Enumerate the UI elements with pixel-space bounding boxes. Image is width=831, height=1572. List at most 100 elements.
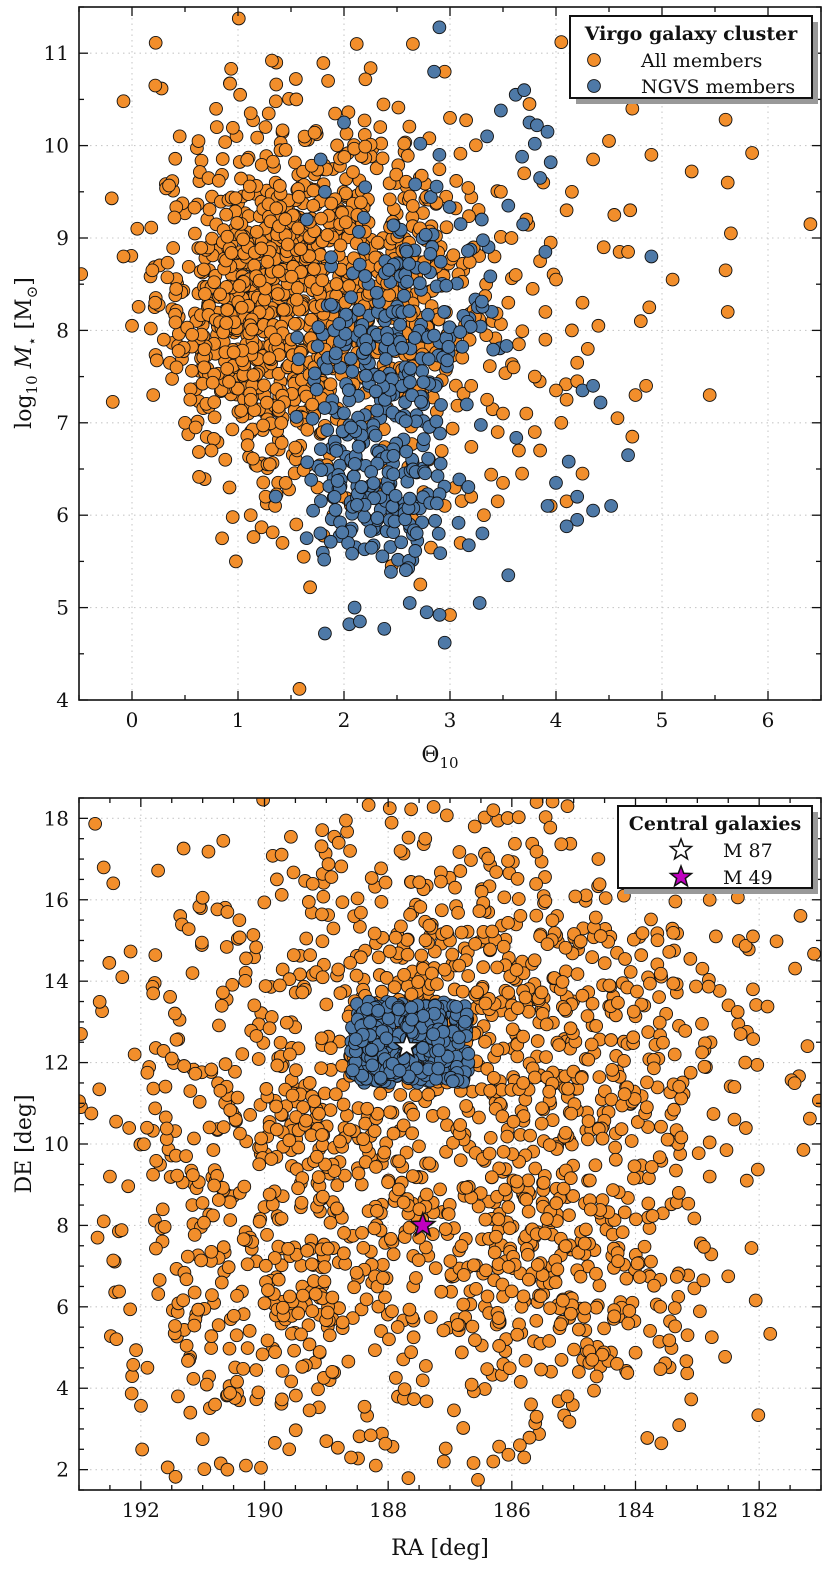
ngvs-member-point	[428, 514, 442, 528]
ngvs-member-point	[483, 269, 498, 284]
all-members-point	[307, 125, 322, 140]
all-members-point	[439, 220, 454, 235]
ngvs-member-point	[416, 375, 431, 390]
all-members-point	[672, 1418, 687, 1432]
y-axis-label: DE [deg]	[12, 1094, 37, 1193]
all-members-point	[500, 1129, 515, 1144]
all-members-point	[79, 1094, 86, 1109]
ngvs-member-point	[341, 383, 356, 398]
all-members-point	[452, 845, 467, 859]
all-members-point	[733, 1027, 748, 1041]
all-members-point	[127, 1047, 142, 1062]
all-members-point	[265, 442, 279, 457]
all-members-point	[750, 1162, 765, 1177]
all-members-point	[323, 377, 338, 392]
all-members-point	[642, 1171, 656, 1185]
all-members-point	[434, 874, 448, 889]
all-members-point	[464, 440, 479, 454]
ngvs-member-point	[430, 496, 444, 511]
ngvs-member-point	[358, 180, 373, 195]
y-tick-label: 4	[56, 688, 69, 712]
all-members-point	[587, 1383, 601, 1398]
all-members-point	[501, 985, 516, 1000]
ngvs-member-point	[365, 1058, 380, 1073]
all-members-point	[454, 925, 469, 940]
all-members-point	[143, 321, 158, 336]
ngvs-member-point	[324, 297, 338, 312]
all-members-point	[126, 1357, 141, 1372]
all-members-point	[115, 970, 130, 984]
all-members-point	[289, 92, 304, 107]
all-members-point	[483, 1130, 498, 1145]
all-members-point	[625, 429, 640, 444]
x-tick-label: 0	[126, 708, 139, 732]
all-members-point	[315, 823, 330, 837]
all-members-point	[283, 1047, 297, 1062]
ngvs-member-point	[351, 439, 366, 454]
all-members-point	[573, 1269, 588, 1284]
ngvs-member-point	[417, 261, 432, 275]
all-members-point	[222, 480, 237, 495]
ngvs-member-point	[338, 327, 353, 341]
all-members-point	[643, 976, 657, 991]
ngvs-member-point	[348, 457, 362, 471]
all-members-point	[325, 1364, 340, 1379]
all-members-point	[527, 369, 542, 384]
all-members-point	[678, 1024, 693, 1038]
all-members-point	[527, 425, 542, 439]
all-members-point	[285, 1088, 300, 1103]
all-members-point	[249, 1029, 264, 1043]
all-members-point	[255, 1347, 270, 1362]
all-members-point	[411, 975, 425, 989]
all-members-point	[423, 1310, 438, 1325]
all-members-point	[204, 1341, 219, 1355]
ngvs-member-point	[344, 290, 358, 305]
all-members-point	[338, 215, 353, 230]
all-members-point	[337, 150, 352, 164]
ngvs-member-point	[453, 325, 467, 339]
all-members-point	[585, 950, 600, 964]
all-members-point	[397, 968, 411, 982]
ngvs-member-point	[458, 1014, 472, 1029]
all-members-point	[215, 152, 230, 166]
ngvs-member-point	[427, 328, 441, 343]
all-members-point	[220, 361, 234, 376]
all-members-point	[246, 928, 261, 942]
all-members-point	[575, 295, 590, 310]
all-members-point	[232, 913, 247, 928]
all-members-point	[368, 1343, 382, 1358]
all-members-point	[315, 1128, 329, 1142]
all-members-point	[305, 876, 320, 891]
ngvs-member-point	[367, 491, 381, 506]
ngvs-member-point	[441, 340, 456, 354]
ngvs-member-point	[314, 463, 329, 477]
all-members-point	[400, 947, 415, 962]
all-members-point	[702, 1135, 717, 1150]
all-members-point	[379, 971, 394, 985]
all-members-point	[640, 1075, 654, 1090]
all-members-point	[683, 1065, 698, 1080]
all-members-point	[289, 72, 303, 86]
all-members-point	[261, 106, 276, 121]
all-members-point	[225, 422, 240, 437]
all-members-point	[131, 299, 146, 314]
all-members-point	[412, 875, 427, 890]
all-members-point	[122, 1121, 137, 1135]
all-members-point	[249, 1363, 264, 1377]
all-members-point	[441, 1207, 456, 1221]
all-members-point	[230, 1090, 245, 1105]
all-members-point	[674, 1130, 689, 1145]
all-members-point	[207, 275, 221, 290]
all-members-point	[492, 1161, 507, 1176]
all-members-point	[419, 1394, 434, 1409]
all-members-point	[254, 1131, 269, 1146]
all-members-point	[286, 948, 301, 962]
all-members-point	[593, 929, 608, 943]
all-members-point	[265, 53, 279, 68]
m87-star-marker	[392, 1031, 421, 1059]
all-members-point	[149, 1153, 164, 1168]
ngvs-member-point	[461, 538, 476, 553]
ngvs-member-point	[352, 257, 367, 272]
all-members-point	[650, 933, 665, 948]
all-members-point	[454, 1345, 469, 1360]
